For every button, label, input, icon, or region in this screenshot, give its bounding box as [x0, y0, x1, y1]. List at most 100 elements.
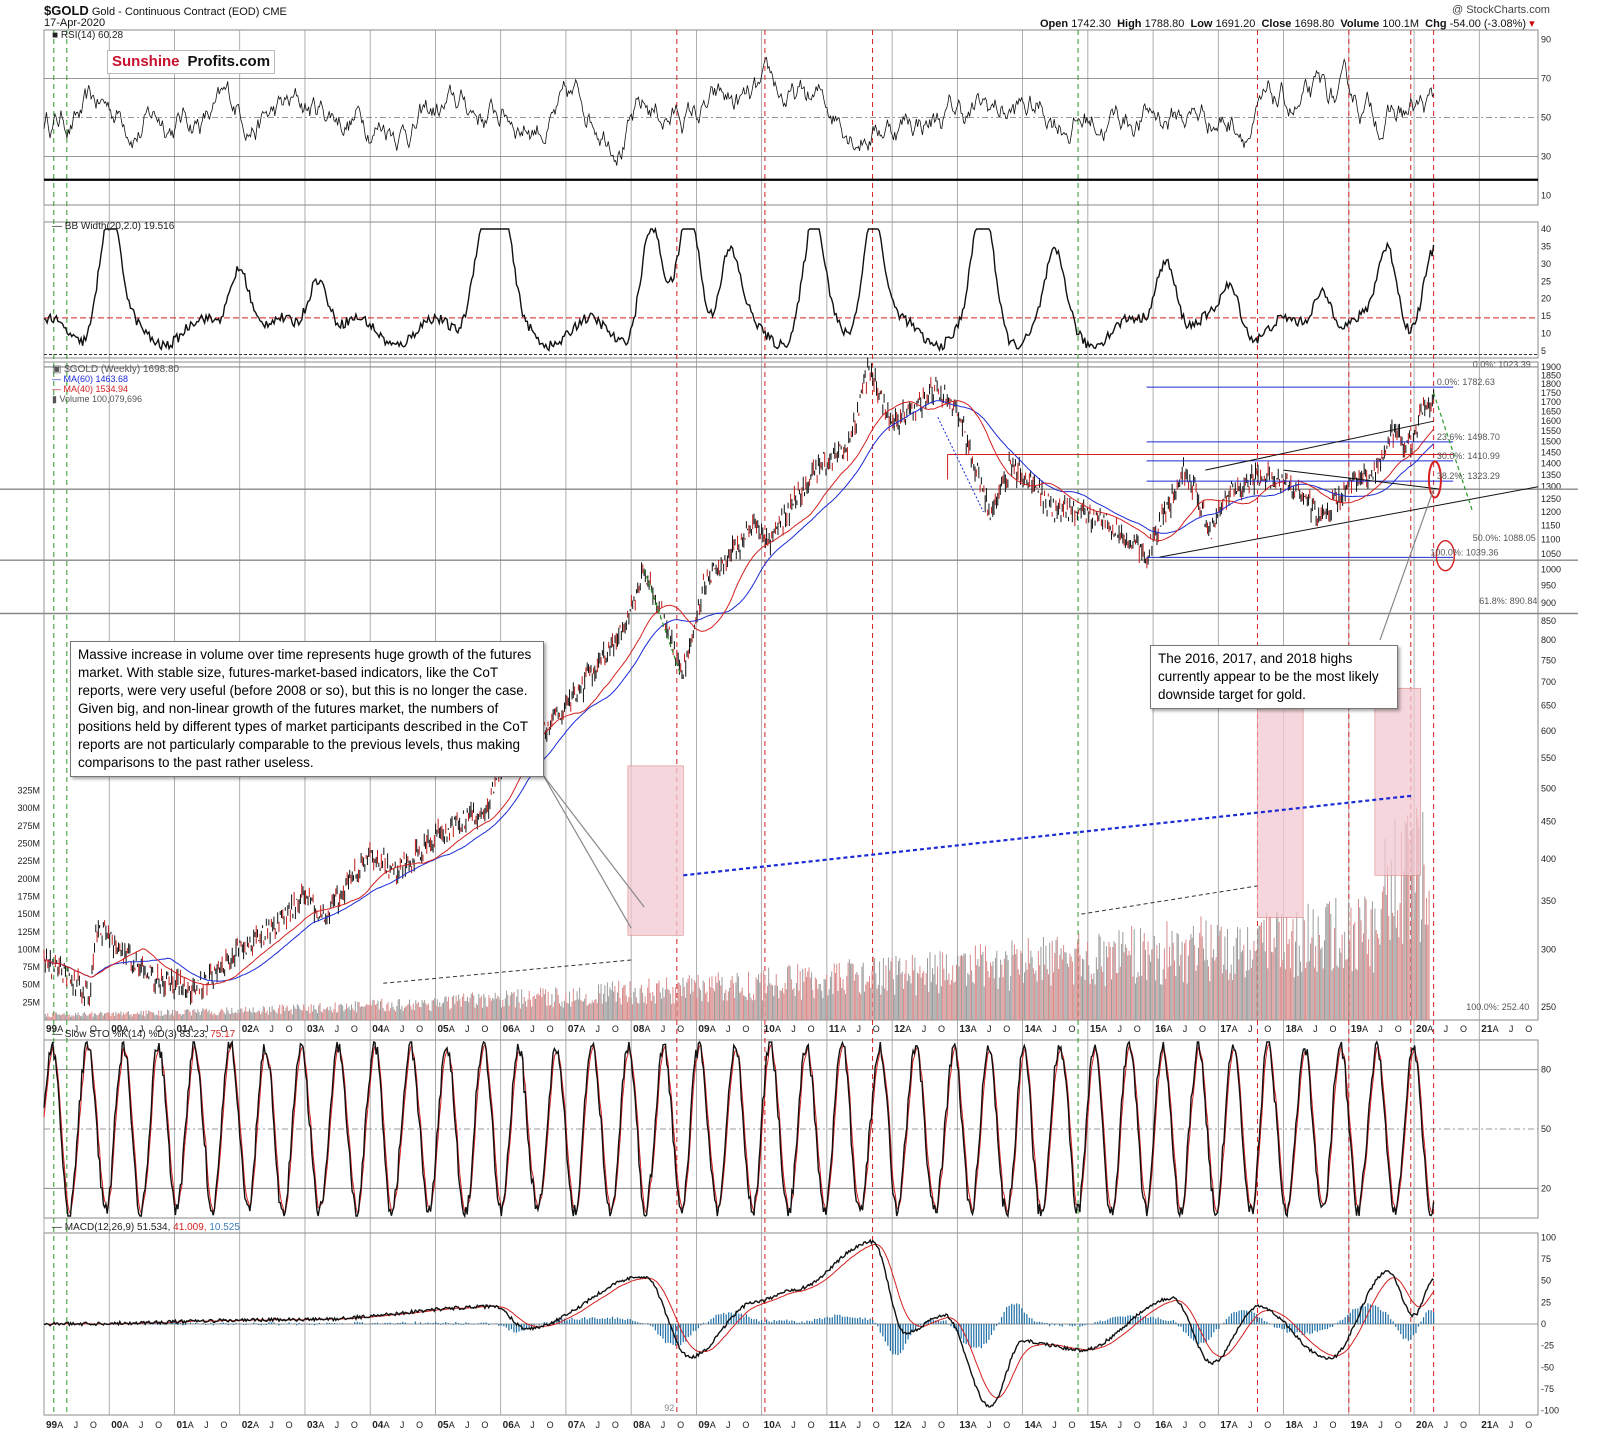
month-label: J	[857, 1024, 862, 1034]
fib-label-bottom: 100.0%: 252.40	[1466, 1002, 1529, 1012]
price-tick: 450	[1541, 817, 1556, 827]
fib-label-top: 0.0%: 1023.39	[1473, 360, 1531, 370]
bbw-tick: 30	[1541, 259, 1551, 269]
macd-tick: -50	[1541, 1362, 1554, 1372]
price-tick: 550	[1541, 753, 1556, 763]
price-legend: ▣ $GOLD (Weekly) 1698.80	[52, 364, 180, 375]
month-label: J	[400, 1024, 405, 1034]
month-label: O	[1395, 1420, 1402, 1430]
year-label: 21	[1481, 1420, 1493, 1430]
year-label: 20	[1416, 1024, 1428, 1035]
macd-tick: -100	[1541, 1406, 1559, 1416]
price-tick: 750	[1541, 655, 1556, 665]
rsi-tick: 50	[1541, 113, 1551, 123]
month-label: J	[1509, 1420, 1514, 1430]
fib-label: 50.0%: 1088.05	[1473, 533, 1536, 543]
month-label: J	[1248, 1420, 1253, 1430]
month-label: O	[286, 1420, 293, 1430]
month-label: J	[1378, 1024, 1383, 1034]
year-label: 02	[242, 1024, 254, 1035]
price-tick: 1450	[1541, 447, 1561, 457]
sto-d-line	[43, 1042, 1435, 1216]
month-label: A	[971, 1024, 977, 1034]
fib-label: 30.0%: 1410.99	[1437, 451, 1500, 461]
year-label: 00	[111, 1420, 123, 1430]
bbw-tick: 20	[1541, 294, 1551, 304]
month-label: J	[465, 1024, 470, 1034]
year-label: 21	[1481, 1024, 1493, 1035]
month-label: J	[596, 1024, 601, 1034]
price-tick: 900	[1541, 598, 1556, 608]
exchange: CME	[262, 6, 287, 18]
month-label: A	[123, 1024, 129, 1034]
month-label: O	[1329, 1420, 1336, 1430]
fib-label: 38.2%: 1323.29	[1437, 471, 1500, 481]
sto-tick: 80	[1541, 1065, 1551, 1075]
bbw-tick: 35	[1541, 241, 1551, 251]
month-label: O	[1134, 1420, 1141, 1430]
month-label: O	[1460, 1420, 1467, 1430]
year-label: 16	[1155, 1024, 1167, 1035]
month-label: O	[481, 1420, 488, 1430]
header-date: 17-Apr-2020	[44, 17, 106, 29]
year-label: 09	[698, 1420, 710, 1430]
year-label: 11	[829, 1420, 840, 1430]
month-label: A	[644, 1024, 650, 1034]
month-label: O	[1003, 1420, 1010, 1430]
macd-signal-line	[43, 1243, 1434, 1399]
month-label: J	[204, 1024, 209, 1034]
month-label: J	[1117, 1024, 1122, 1034]
month-label: J	[1183, 1420, 1188, 1430]
month-label: J	[269, 1024, 274, 1034]
year-label: 11	[829, 1024, 840, 1035]
watermark: @ StockCharts.com	[1452, 4, 1550, 16]
month-label: J	[1378, 1420, 1383, 1430]
month-label: J	[1444, 1420, 1449, 1430]
month-label: A	[318, 1024, 324, 1034]
volume-tick: 175M	[17, 891, 40, 901]
year-label: 03	[307, 1420, 319, 1430]
year-label: 15	[1090, 1420, 1102, 1430]
year-label: 14	[1025, 1420, 1037, 1430]
year-label: 01	[176, 1420, 188, 1430]
month-label: A	[253, 1024, 259, 1034]
year-label: 19	[1351, 1024, 1363, 1035]
month-label: O	[742, 1420, 749, 1430]
month-label: O	[808, 1420, 815, 1430]
month-label: A	[840, 1024, 846, 1034]
volume-tick: 300M	[17, 803, 40, 813]
month-label: J	[139, 1024, 144, 1034]
month-label: O	[742, 1024, 749, 1034]
month-label: O	[351, 1420, 358, 1430]
month-label: O	[1395, 1024, 1402, 1034]
month-label: J	[1052, 1024, 1057, 1034]
month-label: J	[1052, 1420, 1057, 1430]
volume-trend-line	[683, 794, 1415, 877]
fib-label: 61.8%: 890.84	[1479, 596, 1537, 606]
month-label: J	[1183, 1024, 1188, 1034]
price-tick: 1800	[1541, 379, 1561, 389]
green-projection-2008	[643, 569, 681, 674]
volume-tick: 325M	[17, 786, 40, 796]
price-tick: 1500	[1541, 437, 1561, 447]
year-label: 06	[503, 1420, 515, 1430]
price-tick: 500	[1541, 783, 1556, 793]
month-label: A	[775, 1420, 781, 1430]
target-ellipse-2	[1435, 539, 1456, 572]
rsi-line	[43, 56, 1434, 166]
month-label: J	[74, 1420, 79, 1430]
macd-tick: 75	[1541, 1254, 1551, 1264]
month-label: J	[922, 1420, 927, 1430]
month-label: J	[661, 1024, 666, 1034]
month-label: O	[808, 1024, 815, 1034]
month-label: A	[57, 1420, 63, 1430]
target-callout: The 2016, 2017, and 2018 highs currently…	[1150, 645, 1398, 709]
month-label: A	[1036, 1024, 1042, 1034]
month-label: A	[1232, 1024, 1238, 1034]
month-label: O	[612, 1024, 619, 1034]
macd-tick: -25	[1541, 1341, 1554, 1351]
price-tick: 1550	[1541, 426, 1561, 436]
price-tick: 800	[1541, 635, 1556, 645]
month-label: O	[873, 1420, 880, 1430]
month-label: O	[1199, 1420, 1206, 1430]
